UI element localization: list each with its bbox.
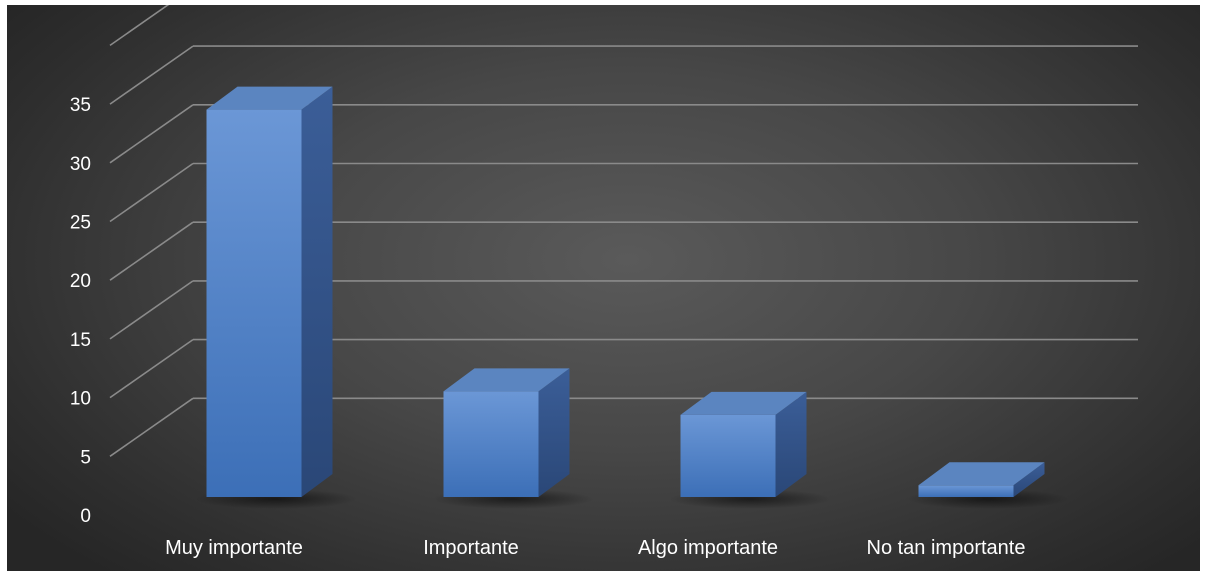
bar-side xyxy=(775,391,807,497)
bar-front xyxy=(206,109,302,497)
bar-top xyxy=(206,86,333,110)
gridline-side xyxy=(109,162,194,223)
bar-chart: 0 5 10 15 20 25 30 35 Muy importante Importante A… xyxy=(70,5,1138,559)
bar-top xyxy=(443,368,570,392)
gridline-side xyxy=(109,397,194,457)
y-tick-label: 10 xyxy=(70,389,91,410)
bars xyxy=(195,86,1069,509)
x-category-label: Algo importante xyxy=(638,537,778,559)
bar-2 xyxy=(432,368,594,509)
gridline-side xyxy=(109,45,194,105)
x-axis-categories: Muy importante Importante Algo importante N… xyxy=(165,537,1025,559)
bar-side xyxy=(1013,462,1045,497)
gridline-side xyxy=(109,221,194,281)
y-tick-label: 15 xyxy=(70,330,91,351)
bar-4 xyxy=(907,462,1069,509)
y-tick-label: 30 xyxy=(70,154,91,175)
y-tick-label: 35 xyxy=(70,95,91,116)
y-axis-ticks: 0 5 10 15 20 25 30 35 xyxy=(70,95,91,527)
gridline-side xyxy=(109,5,170,47)
bar-top xyxy=(918,462,1045,486)
bar-1 xyxy=(195,86,357,509)
chart-area: 0 5 10 15 20 25 30 35 Muy importante Importante A… xyxy=(7,5,1200,571)
gridlines xyxy=(109,5,1138,457)
gridline-side xyxy=(109,280,194,340)
bar-side xyxy=(301,86,333,497)
gridline-side xyxy=(109,338,194,399)
y-tick-label: 5 xyxy=(80,447,91,468)
y-tick-label: 20 xyxy=(70,271,91,292)
bar-top xyxy=(680,391,807,415)
x-category-label: No tan importante xyxy=(867,537,1026,559)
y-tick-label: 0 xyxy=(80,506,91,527)
bar-front xyxy=(918,485,1014,497)
bar-front xyxy=(443,391,539,497)
x-category-label: Muy importante xyxy=(165,537,303,559)
gridline-side xyxy=(109,104,194,164)
y-tick-label: 25 xyxy=(70,213,91,234)
bar-3 xyxy=(669,391,831,509)
x-category-label: Importante xyxy=(423,537,519,559)
bar-side xyxy=(538,368,570,497)
bar-front xyxy=(680,414,776,497)
